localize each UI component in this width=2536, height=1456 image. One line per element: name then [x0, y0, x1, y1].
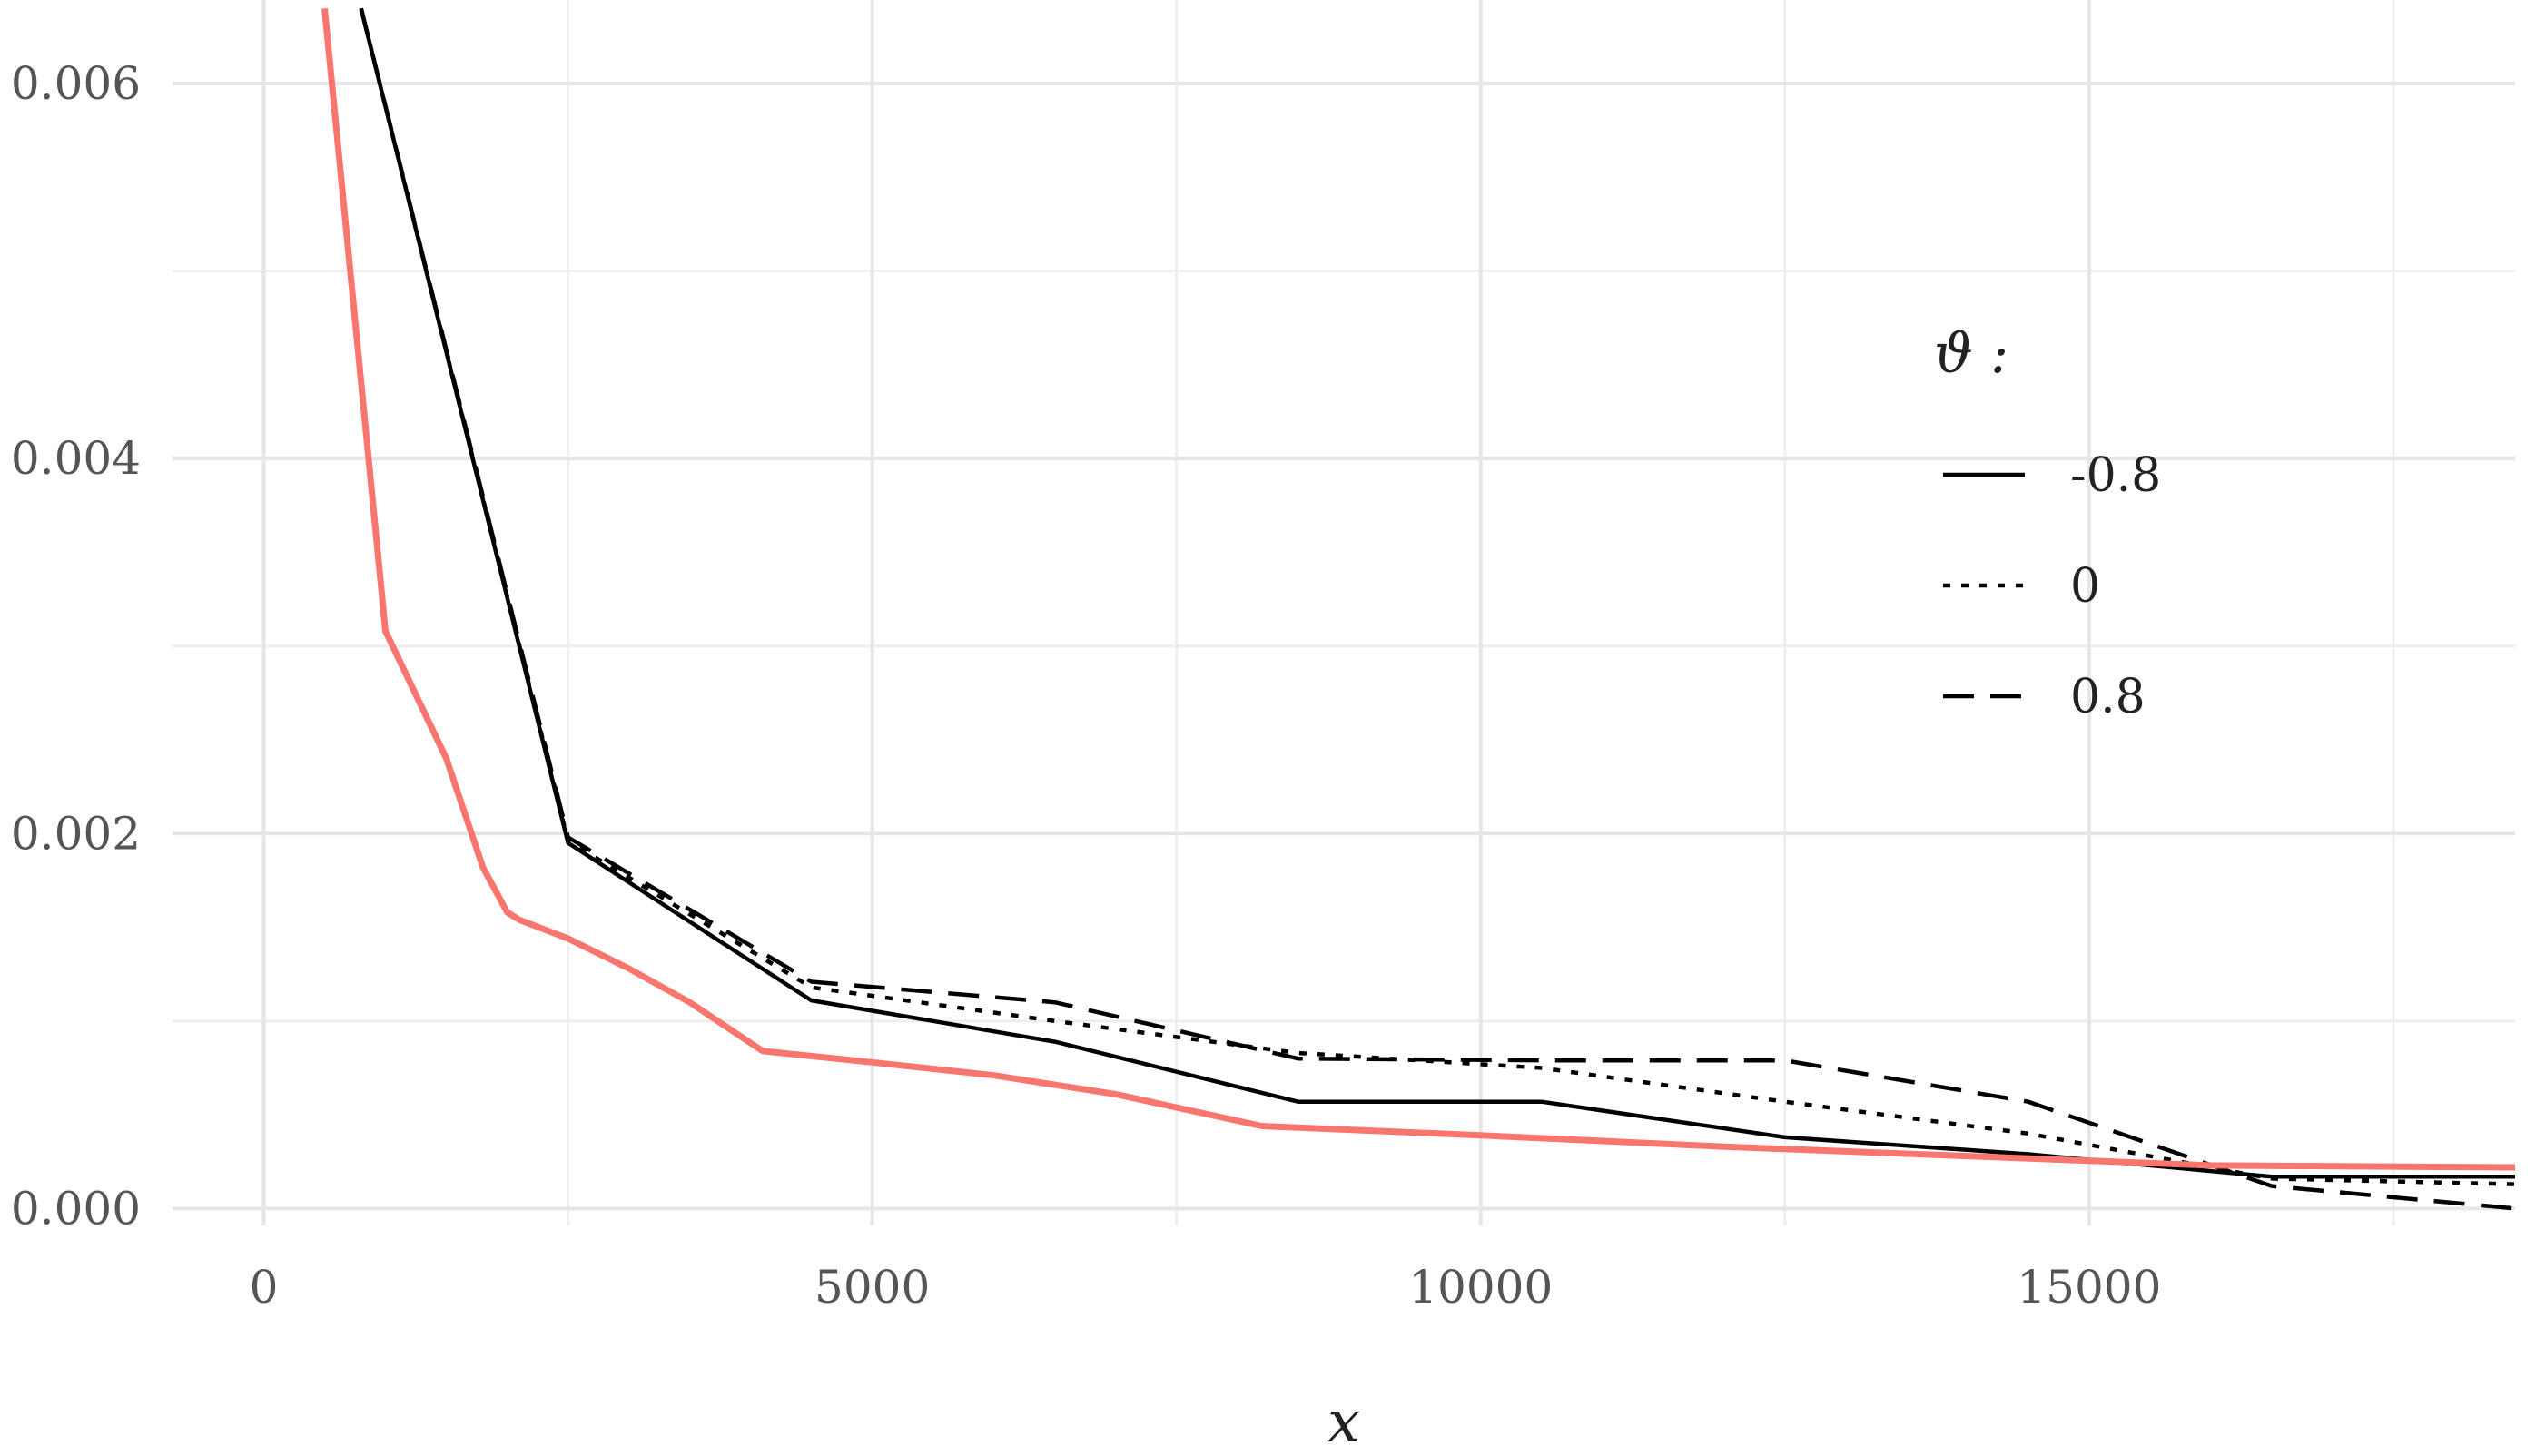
series-line-0: [359, 7, 2515, 1186]
legend-title: ϑ :: [1934, 322, 2008, 386]
y-tick-label: 0.000: [11, 1182, 141, 1235]
x-tick-label: 0: [250, 1261, 279, 1313]
legend-label: -0.8: [2070, 448, 2161, 503]
x-tick-label: 15000: [2017, 1261, 2161, 1313]
tick-labels: 0 5000 10000 15000 0.000 0.002 0.004 0.006: [11, 57, 2162, 1313]
y-tick-label: 0.006: [11, 57, 141, 110]
series-group: [321, 7, 2515, 1211]
y-tick-label: 0.004: [11, 432, 141, 485]
grid: [173, 0, 2515, 1225]
legend-label: 0: [2070, 559, 2100, 614]
y-tick-label: 0.002: [11, 807, 141, 860]
legend-label: 0.8: [2070, 670, 2146, 724]
series-line-0.8: [359, 7, 2515, 1211]
x-tick-label: 10000: [1408, 1261, 1553, 1313]
series-line-accent: [321, 7, 2515, 1171]
x-axis-title: x: [1327, 1389, 1360, 1456]
legend: ϑ : -0.8 0 0.8: [1934, 322, 2161, 724]
x-tick-label: 5000: [814, 1261, 930, 1313]
legend-entries: -0.8 0 0.8: [1943, 448, 2161, 724]
